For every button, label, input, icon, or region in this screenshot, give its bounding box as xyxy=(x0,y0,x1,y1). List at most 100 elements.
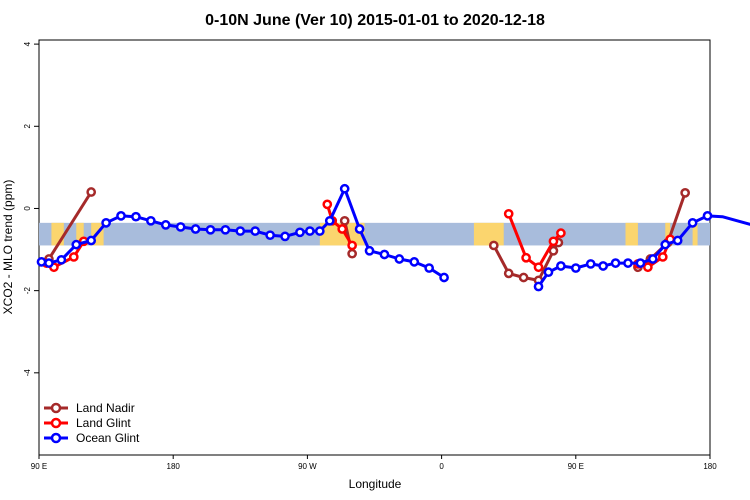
data-point xyxy=(250,226,261,236)
data-point xyxy=(409,257,420,267)
data-point xyxy=(503,208,514,219)
land-patch xyxy=(665,222,671,246)
data-point xyxy=(354,224,365,234)
data-point xyxy=(175,222,186,232)
legend-item: Ocean Glint xyxy=(44,431,140,445)
x-tick-label: 90 E xyxy=(568,462,584,471)
data-point xyxy=(205,224,216,235)
y-tick-label: -2 xyxy=(23,287,32,295)
data-point xyxy=(364,245,375,256)
x-axis-label: Longitude xyxy=(349,477,402,491)
x-tick-label: 90 E xyxy=(31,462,47,471)
band-layer xyxy=(39,222,710,246)
land-patch xyxy=(319,222,365,246)
data-point xyxy=(647,254,658,264)
legend-marker xyxy=(50,417,62,429)
data-point xyxy=(623,258,633,268)
series-line xyxy=(325,203,354,247)
data-point xyxy=(488,240,499,251)
data-point xyxy=(347,248,357,259)
land-patch xyxy=(692,222,698,246)
data-point xyxy=(324,215,335,226)
data-point xyxy=(610,258,621,268)
data-point xyxy=(533,281,544,292)
data-point xyxy=(521,252,531,263)
legend-label: Land Nadir xyxy=(76,401,135,415)
data-point xyxy=(339,183,350,194)
legend-label: Land Glint xyxy=(76,416,131,430)
data-point xyxy=(585,259,596,269)
data-point xyxy=(160,220,171,230)
data-point xyxy=(280,231,290,242)
data-point xyxy=(394,254,405,264)
data-point xyxy=(339,215,350,226)
x-tick-label: 90 W xyxy=(298,462,317,471)
data-point xyxy=(322,199,333,210)
data-point xyxy=(643,262,653,273)
series-line xyxy=(47,191,93,260)
data-point xyxy=(265,230,275,241)
data-point xyxy=(116,211,126,221)
y-tick-label: 2 xyxy=(23,124,32,129)
chart-title: 0-10N June (Ver 10) 2015-01-01 to 2020-1… xyxy=(205,12,545,29)
legend-label: Ocean Glint xyxy=(76,431,140,445)
data-point xyxy=(131,211,141,222)
data-point xyxy=(556,228,566,238)
data-point xyxy=(86,187,97,197)
data-point xyxy=(556,261,566,271)
data-point xyxy=(190,224,201,234)
data-point xyxy=(570,263,581,273)
legend-item: Land Nadir xyxy=(44,401,135,415)
data-point xyxy=(635,258,646,268)
x-axis: 90 E 180 90 W 0 90 E 180 xyxy=(31,455,717,471)
plot-border xyxy=(38,39,711,456)
plot-area xyxy=(36,39,750,456)
legend-marker xyxy=(50,402,62,414)
data-point xyxy=(657,252,668,262)
data-point xyxy=(337,224,348,234)
y-tick-label: -4 xyxy=(23,369,32,377)
data-point xyxy=(439,272,449,283)
ocean-band xyxy=(39,222,710,246)
data-point xyxy=(702,211,713,221)
land-patch xyxy=(473,222,504,246)
y-axis-label: XCO2 - MLO trend (ppm) xyxy=(1,180,15,315)
x-tick-label: 180 xyxy=(703,462,717,471)
data-point xyxy=(145,215,156,226)
y-tick-label: 4 xyxy=(23,41,32,46)
x-tick-label: 180 xyxy=(167,462,181,471)
data-point xyxy=(533,262,544,273)
data-point xyxy=(347,240,357,251)
data-point xyxy=(503,268,514,279)
data-point xyxy=(295,227,305,238)
data-point xyxy=(598,261,608,271)
data-point xyxy=(518,272,529,283)
series-ocean-glint xyxy=(36,183,750,292)
data-point xyxy=(314,226,325,236)
land-patch xyxy=(625,222,638,246)
data-point xyxy=(424,263,435,273)
data-point xyxy=(543,267,554,278)
data-point xyxy=(680,188,690,198)
data-point xyxy=(56,254,67,265)
x-tick-label: 0 xyxy=(439,462,444,471)
data-point xyxy=(44,258,54,268)
data-point xyxy=(71,239,82,250)
data-point xyxy=(101,217,111,228)
land-patch xyxy=(51,222,64,246)
data-point xyxy=(68,252,79,262)
data-point xyxy=(660,239,671,250)
data-point xyxy=(235,226,246,236)
y-tick-label: 0 xyxy=(23,206,32,211)
data-point xyxy=(220,224,231,235)
data-point xyxy=(672,235,683,246)
data-point xyxy=(379,249,390,260)
y-axis: 4 2 0 -2 -4 xyxy=(23,41,39,376)
data-point xyxy=(86,235,97,246)
data-point xyxy=(305,226,315,236)
data-point xyxy=(548,236,559,247)
series-layer xyxy=(36,183,750,292)
data-point xyxy=(548,245,559,256)
